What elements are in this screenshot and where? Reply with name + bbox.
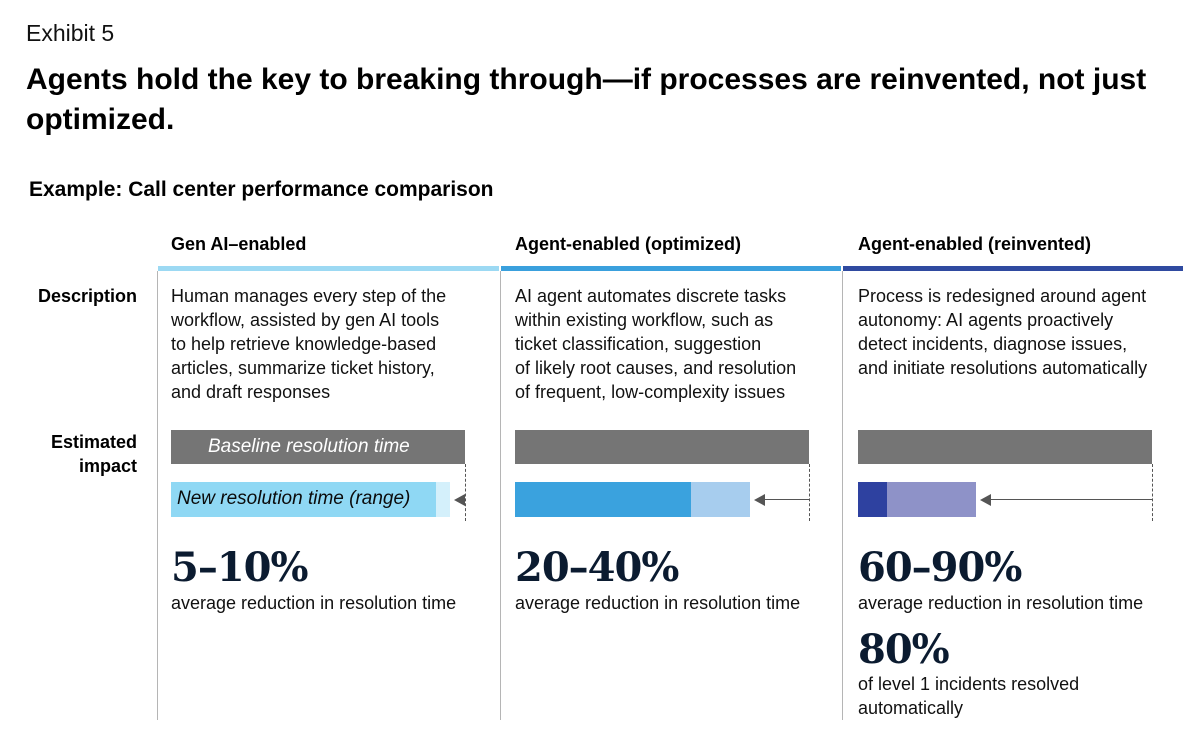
row-label-impact-line1: Estimated	[50, 432, 137, 452]
new-resolution-bar-min	[515, 482, 691, 517]
baseline-bar	[515, 430, 809, 464]
description-line: and initiate resolutions automatically	[858, 358, 1148, 378]
reduction-arrow-head	[454, 493, 465, 506]
description-line: articles, summarize ticket history,	[171, 358, 435, 378]
reduction-arrow-line	[990, 498, 1152, 500]
column-title: Agent-enabled (reinvented)	[858, 234, 1092, 254]
column-description: Process is redesigned around agent autono…	[858, 284, 1147, 380]
column-divider	[842, 271, 843, 720]
description-line: Process is redesigned around agent	[858, 286, 1147, 306]
new-resolution-bar-range	[691, 482, 750, 517]
description-line: autonomy: AI agents proactively	[858, 310, 1114, 330]
row-label-description: Description	[37, 286, 137, 306]
baseline-bar	[171, 430, 465, 464]
reduction-arrow-head	[980, 493, 991, 506]
chart-subtitle: Example: Call center performance compari…	[29, 178, 494, 201]
description-line: ticket classification, suggestion	[515, 334, 762, 354]
column-divider	[157, 271, 158, 720]
column-header-rule	[158, 266, 499, 271]
baseline-end-marker	[809, 464, 810, 521]
page-title: Agents hold the key to breaking through—…	[26, 63, 1147, 136]
description-line: of likely root causes, and resolution	[515, 358, 797, 378]
exhibit-label: Exhibit 5	[26, 20, 115, 46]
column-title: Agent-enabled (optimized)	[515, 234, 741, 254]
column-header-rule	[501, 266, 841, 271]
description-line: to help retrieve knowledge-based	[171, 334, 437, 354]
baseline-end-marker	[1152, 464, 1153, 521]
baseline-end-marker	[465, 464, 466, 521]
row-label-impact-line2: impact	[78, 456, 137, 476]
new-resolution-bar-range	[887, 482, 976, 517]
column-header-rule	[843, 266, 1183, 271]
description-line: Human manages every step of the	[171, 286, 447, 306]
metric-value: 20–40%	[515, 544, 679, 591]
metric-value: 5–10%	[171, 544, 309, 591]
metric-value-secondary: 80%	[858, 626, 950, 673]
description-line: within existing workflow, such as	[515, 310, 774, 330]
new-resolution-bar-range	[436, 482, 450, 517]
column-description: AI agent automates discrete tasks within …	[515, 284, 796, 404]
description-line: detect incidents, diagnose issues,	[858, 334, 1128, 354]
description-line: of frequent, low-complexity issues	[515, 382, 786, 402]
reduction-arrow-head	[754, 493, 765, 506]
metric-label-line: automatically	[858, 698, 964, 718]
baseline-bar	[858, 430, 1152, 464]
column-description: Human manages every step of the workflow,…	[171, 284, 446, 404]
description-line: workflow, assisted by gen AI tools	[171, 310, 440, 330]
row-label-impact: Estimated impact	[0, 430, 137, 478]
metric-label: average reduction in resolution time	[515, 593, 801, 613]
new-bar-label: New resolution time (range)	[177, 488, 411, 509]
column-title: Gen AI–enabled	[171, 234, 307, 254]
metric-label: average reduction in resolution time	[858, 593, 1144, 613]
metric-label-secondary: of level 1 incidents resolved automatical…	[858, 672, 1079, 720]
reduction-arrow-line	[764, 498, 809, 500]
metric-label-line: of level 1 incidents resolved	[858, 674, 1080, 694]
metric-label: average reduction in resolution time	[171, 593, 457, 613]
description-line: and draft responses	[171, 382, 331, 402]
new-resolution-bar-min	[858, 482, 887, 517]
new-resolution-bar-min	[171, 482, 436, 517]
column-divider	[500, 271, 501, 720]
metric-value: 60–90%	[858, 544, 1022, 591]
description-line: AI agent automates discrete tasks	[515, 286, 787, 306]
baseline-bar-label: Baseline resolution time	[208, 436, 410, 457]
